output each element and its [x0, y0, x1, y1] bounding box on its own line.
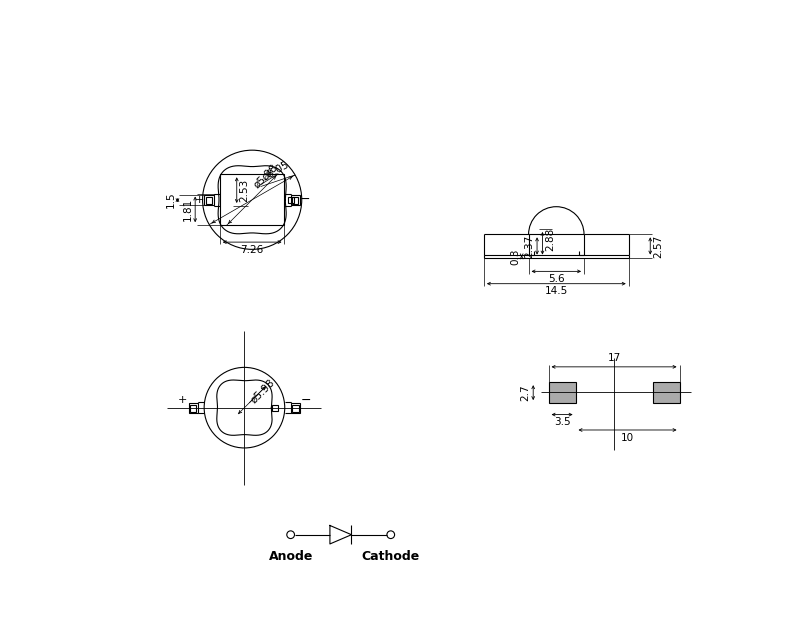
Bar [292, 197, 298, 204]
Text: +: + [194, 195, 204, 205]
Text: 7.26: 7.26 [241, 245, 264, 255]
Bar [549, 382, 575, 403]
Text: 2.88: 2.88 [545, 228, 555, 251]
Bar [206, 197, 212, 204]
Text: 5.6: 5.6 [548, 274, 565, 284]
Text: 3.5: 3.5 [554, 417, 570, 427]
Text: −: − [300, 193, 310, 206]
Text: 1.5: 1.5 [166, 192, 176, 209]
Text: Cathode: Cathode [362, 550, 420, 563]
Bar [189, 403, 198, 413]
Bar [293, 404, 298, 412]
Bar [220, 174, 285, 225]
Bar [288, 197, 294, 203]
Text: 2.57: 2.57 [653, 234, 663, 258]
Text: 14.5: 14.5 [545, 286, 568, 297]
Text: Anode: Anode [269, 550, 313, 563]
Text: +: + [178, 395, 187, 405]
Text: 2.53: 2.53 [239, 179, 250, 202]
Text: 2.37: 2.37 [524, 234, 534, 258]
Bar [290, 195, 300, 205]
Bar [272, 404, 278, 411]
Text: ø5.98: ø5.98 [252, 162, 280, 190]
Text: ø5.98: ø5.98 [249, 377, 277, 405]
Text: 17: 17 [607, 353, 621, 364]
Text: 2.7: 2.7 [521, 384, 530, 401]
Bar [205, 195, 214, 205]
Text: 0.3: 0.3 [510, 248, 521, 265]
Bar [653, 382, 679, 403]
Text: 10: 10 [621, 433, 634, 443]
Text: 1.81: 1.81 [182, 198, 193, 221]
Bar [190, 404, 197, 412]
Bar [291, 403, 300, 413]
Text: −: − [301, 394, 311, 406]
Text: ø8.05: ø8.05 [261, 160, 291, 183]
